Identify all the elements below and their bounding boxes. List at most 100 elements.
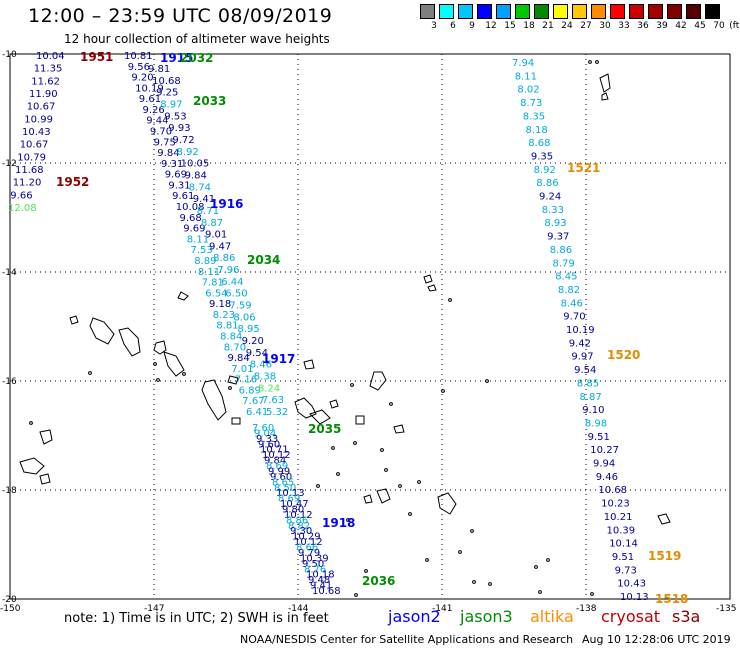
wave-height-value: 8.98 [585,419,607,430]
color-scale-unit: (ft) [729,21,740,31]
longitude-label: -135 [716,604,736,614]
pass-time-label: 1915 [160,51,193,65]
wave-height-value: 8.76 [304,564,326,575]
wave-height-value: 10.23 [601,499,630,510]
wave-height-value: 9.61 [139,94,161,105]
wave-height-value: 9.50 [302,559,324,570]
island-dot [546,558,550,562]
wave-height-value: 10.19 [135,83,164,94]
island-dot [364,569,368,573]
wave-height-value: 8.18 [526,125,548,136]
wave-height-value: 7.96 [217,265,239,276]
island-dot [448,298,452,302]
wave-height-value: 10.43 [617,579,646,590]
island-outline [231,417,241,425]
color-swatch [439,4,454,19]
pass-time-label: 1952 [56,175,89,189]
wave-height-value: 8.38 [254,372,276,383]
wave-height-value: 8.86 [536,178,558,189]
pass-time-label: 1521 [567,161,600,175]
wave-height-value: 9.31 [161,159,183,170]
island-dot [590,592,594,596]
wave-height-value: 11.68 [15,165,44,176]
island-outline [227,375,239,385]
island-dot [380,448,384,452]
wave-height-value: 10.68 [152,76,181,87]
island-outline [355,415,365,425]
color-swatch [477,4,492,19]
wave-height-value: 7.94 [512,58,534,69]
wave-height-value: 9.37 [547,232,569,243]
longitude-label: -150 [0,604,21,614]
island-outline [69,315,79,325]
wave-height-value: 8.02 [517,85,539,96]
wave-height-value: 8.82 [558,285,580,296]
color-swatch [610,4,625,19]
pass-time-label: 1518 [655,592,688,606]
color-swatch [667,4,682,19]
color-scale-label: 15 [504,21,516,31]
wave-height-value: 8.79 [553,258,575,269]
wave-height-value: 9.60 [258,439,280,450]
wave-height-value: 10.71 [260,445,289,456]
wave-height-value: 9.81 [148,64,170,75]
wave-height-value: 10.39 [300,553,329,564]
wave-height-value: 9.68 [180,213,202,224]
wave-height-value: 10.19 [566,325,595,336]
wave-height-value: 9.47 [209,241,231,252]
wave-height-value: 7.16 [235,375,257,386]
wave-height-value: 9.54 [574,365,596,376]
wave-height-value: 9.61 [172,191,194,202]
wave-height-value: 10.14 [609,539,638,550]
wave-height-value: 9.97 [571,352,593,363]
island-outline [39,429,53,445]
wave-height-value: 9.94 [593,459,615,470]
wave-height-value: 12.08 [8,203,37,214]
wave-height-value: 9.24 [539,192,561,203]
color-swatch [572,4,587,19]
wave-height-value: 9.20 [242,336,264,347]
axis-labels: -10 -12 -14 -16 -18 -20-150 -147 -144 -141 -138 -1… [0,50,736,614]
island-dot [88,371,92,375]
island-outline [601,92,609,101]
wave-height-value: 8.71 [197,206,219,217]
wave-height-value: 8.85 [577,378,599,389]
longitude-label: -141 [432,604,452,614]
wave-height-value: 10.12 [294,537,323,548]
wave-height-value: 8.69 [278,494,300,505]
latitude-label: -18 [2,486,17,496]
wave-height-value: 9.42 [569,338,591,349]
wave-height-value: 10.47 [280,499,309,510]
wave-height-value: 8.70 [224,342,246,353]
wave-height-value: 9.31 [168,181,190,192]
color-swatch [686,4,701,19]
wave-height-value: 5.32 [266,407,288,418]
wave-height-value: 8.11 [515,71,537,82]
color-swatch [458,4,473,19]
color-scale-label: 39 [656,21,668,31]
color-scale-label: 24 [561,21,573,31]
wave-height-value: 8.86 [213,253,235,264]
island-outline [177,291,189,301]
wave-height-value: 8.50 [274,483,296,494]
wave-height-value: 8.87 [580,392,602,403]
wave-height-value: 8.23 [213,310,235,321]
wave-height-value: 8.35 [523,111,545,122]
island-dot [182,372,186,376]
wave-height-value: 9.20 [131,73,153,84]
wave-height-value: 9.33 [256,434,278,445]
pass-time-label: 2034 [247,253,280,267]
island-outline [303,359,315,370]
wave-height-value: 7.81 [202,278,224,289]
island-dot [346,518,350,522]
wave-height-value: 10.18 [306,570,335,581]
color-scale-label: 42 [675,21,687,31]
color-swatch [534,4,549,19]
wave-height-value: 10.05 [181,159,210,170]
wave-height-value: 9.70 [150,127,172,138]
map-frame [9,53,731,600]
island-dot [384,468,388,472]
wave-height-value: 8.82 [288,521,310,532]
island-dot [538,590,542,594]
wave-height-value: 10.67 [27,102,56,113]
